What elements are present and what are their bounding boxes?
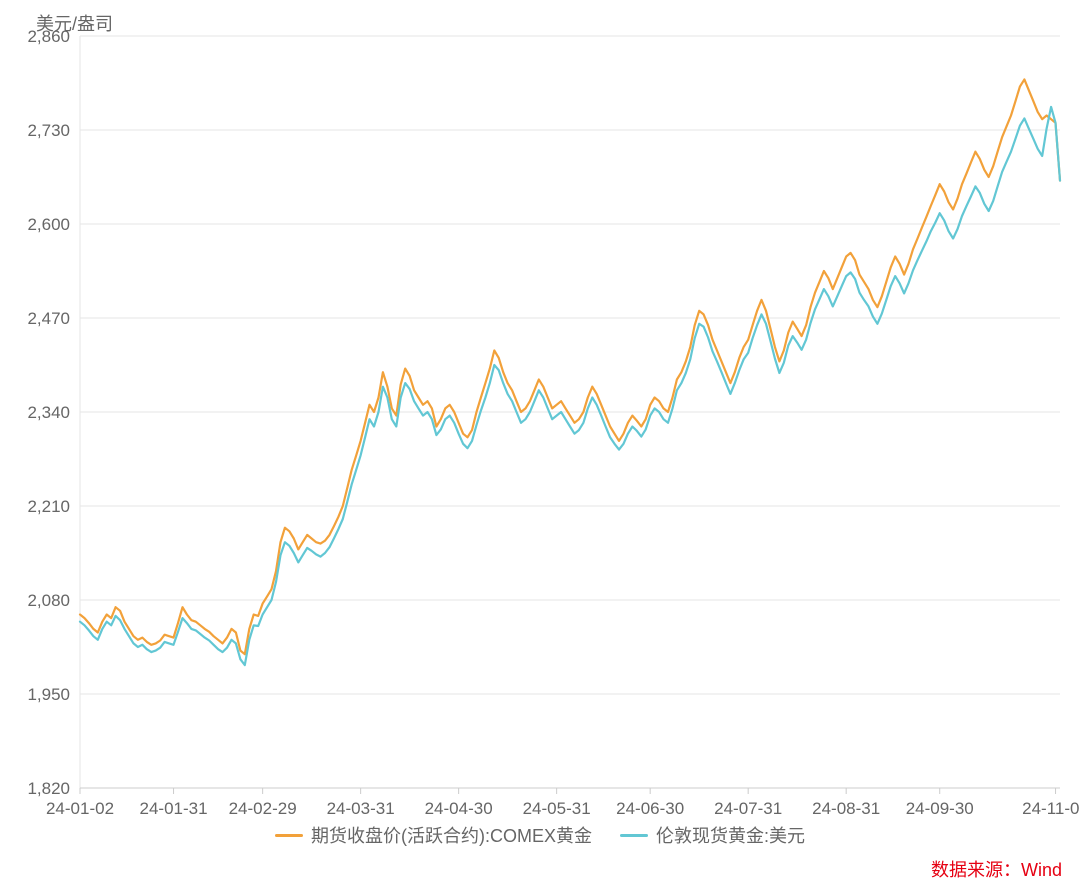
legend-swatch: [275, 834, 303, 837]
svg-text:2,340: 2,340: [27, 403, 70, 422]
chart-canvas: 1,820 1,950 2,080 2,210 2,340 2,470 2,600 2,730…: [0, 0, 1080, 882]
svg-text:24-09-30: 24-09-30: [906, 799, 974, 818]
svg-text:24-03-31: 24-03-31: [327, 799, 395, 818]
legend-label: 伦敦现货黄金:美元: [656, 822, 805, 848]
data-source-label: 数据来源：Wind: [931, 856, 1062, 882]
svg-text:2,210: 2,210: [27, 497, 70, 516]
svg-text:24-05-31: 24-05-31: [523, 799, 591, 818]
chart-legend: 期货收盘价(活跃合约):COMEX黄金 伦敦现货黄金:美元: [0, 822, 1080, 848]
svg-text:2,470: 2,470: [27, 309, 70, 328]
svg-text:1,820: 1,820: [27, 779, 70, 798]
svg-text:24-04-30: 24-04-30: [425, 799, 493, 818]
y-axis-unit-label: 美元/盎司: [36, 10, 113, 36]
svg-text:24-01-02: 24-01-02: [46, 799, 114, 818]
svg-text:24-07-31: 24-07-31: [714, 799, 782, 818]
svg-text:2,080: 2,080: [27, 591, 70, 610]
svg-text:24-01-31: 24-01-31: [140, 799, 208, 818]
svg-text:24-06-30: 24-06-30: [616, 799, 684, 818]
svg-text:1,950: 1,950: [27, 685, 70, 704]
svg-text:2,730: 2,730: [27, 121, 70, 140]
svg-text:24-02-29: 24-02-29: [229, 799, 297, 818]
legend-label: 期货收盘价(活跃合约):COMEX黄金: [311, 822, 592, 848]
legend-swatch: [620, 834, 648, 837]
svg-text:24-11-06: 24-11-06: [1022, 799, 1080, 818]
svg-text:24-08-31: 24-08-31: [812, 799, 880, 818]
legend-item: 伦敦现货黄金:美元: [620, 822, 805, 848]
gold-price-chart: 美元/盎司 1,820 1,950 2,080 2,210 2,340 2,470 2,60…: [0, 0, 1080, 882]
svg-text:2,600: 2,600: [27, 215, 70, 234]
legend-item: 期货收盘价(活跃合约):COMEX黄金: [275, 822, 592, 848]
